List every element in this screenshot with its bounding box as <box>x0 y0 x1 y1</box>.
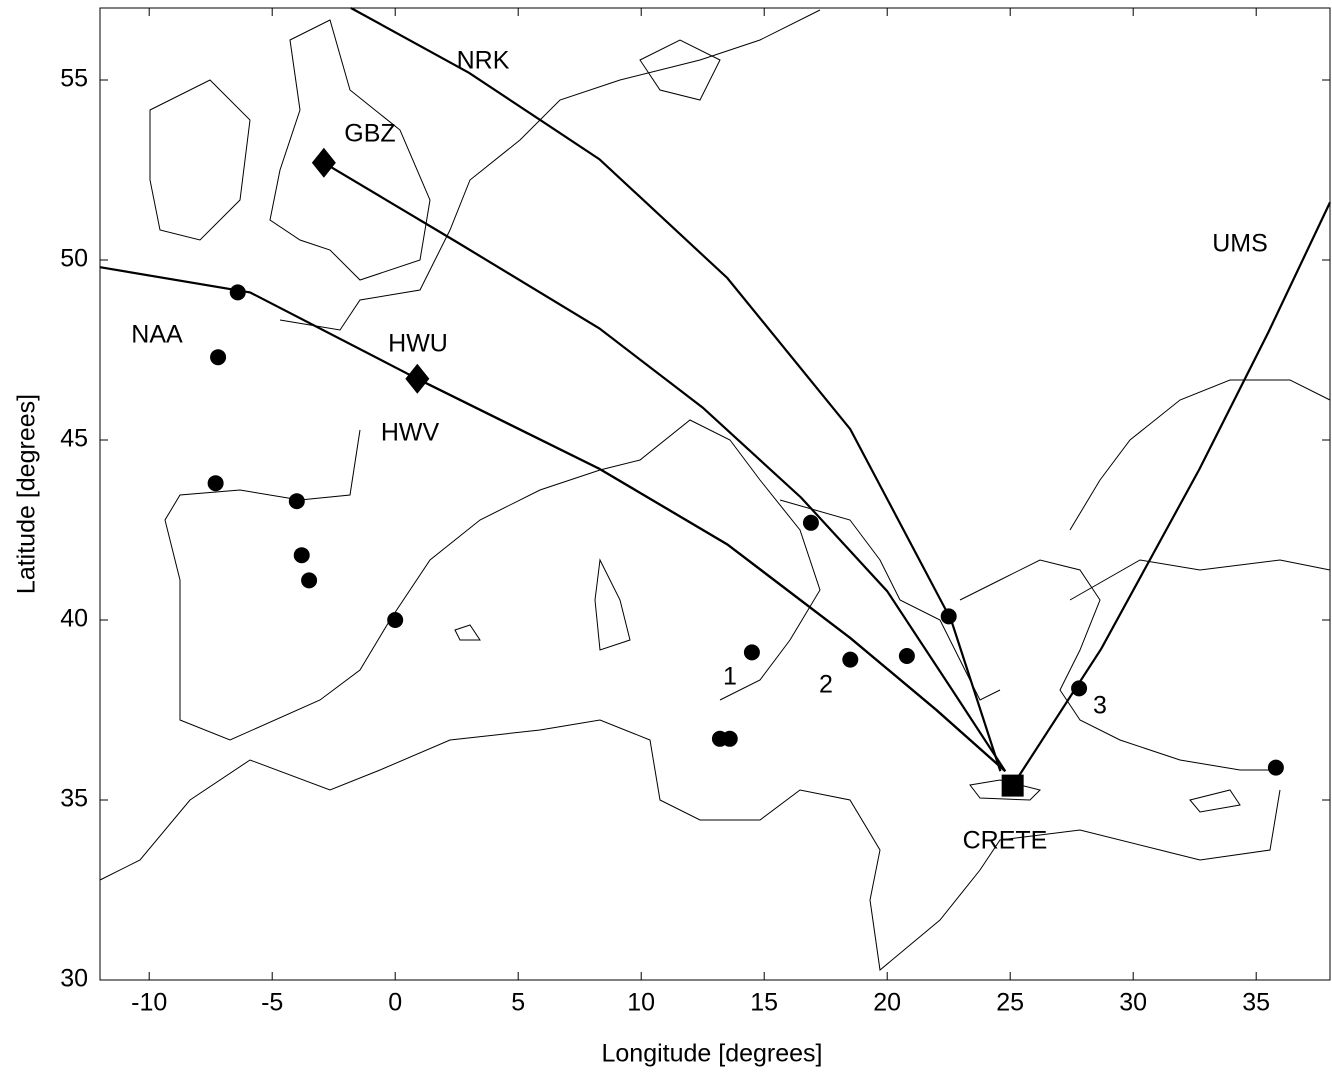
site <box>1071 680 1088 697</box>
x-tick-label: 25 <box>996 989 1024 1017</box>
site <box>802 514 819 531</box>
transmitter <box>405 363 430 394</box>
x-tick-label: -10 <box>131 989 167 1017</box>
site <box>721 730 738 747</box>
transmitter-label: HWU <box>388 330 448 358</box>
site <box>207 475 224 492</box>
x-tick-label: 0 <box>388 989 402 1017</box>
site <box>210 349 227 366</box>
y-tick-label: 35 <box>60 785 88 813</box>
annotation: 3 <box>1093 692 1107 720</box>
site <box>940 608 957 625</box>
site <box>288 493 305 510</box>
site <box>743 644 760 661</box>
site <box>1267 759 1284 776</box>
annotation: 2 <box>819 671 833 699</box>
x-tick-label: 15 <box>750 989 778 1017</box>
plot-frame <box>99 7 1331 981</box>
transmitter-label: GBZ <box>344 120 395 148</box>
y-tick-label: 50 <box>60 245 88 273</box>
y-tick-label: 55 <box>60 65 88 93</box>
x-tick-label: 30 <box>1119 989 1147 1017</box>
propagation-path <box>99 266 1007 773</box>
y-tick-label: 40 <box>60 605 88 633</box>
path-emphasis <box>416 377 1007 773</box>
propagation-path <box>1011 201 1331 787</box>
coastlines <box>99 9 1331 971</box>
x-axis-label: Longitude [degrees] <box>601 1040 822 1068</box>
x-tick-label: 20 <box>873 989 901 1017</box>
site <box>898 648 915 664</box>
propagation-path <box>323 161 1007 772</box>
path-label: UMS <box>1212 230 1268 258</box>
transmitter <box>311 147 336 178</box>
y-tick-label: 45 <box>60 425 88 453</box>
y-axis-label: Latitude [degrees] <box>13 394 41 594</box>
x-tick-label: 10 <box>627 989 655 1017</box>
x-tick-label: 35 <box>1242 989 1270 1017</box>
receiver <box>1001 774 1024 797</box>
path-label: NAA <box>131 321 183 349</box>
x-tick-label: 5 <box>511 989 525 1017</box>
site <box>301 572 318 589</box>
site <box>293 547 310 564</box>
annotation: 1 <box>723 663 737 691</box>
annotation: HWV <box>381 419 440 447</box>
site <box>387 612 404 628</box>
site <box>842 651 859 668</box>
site <box>229 284 246 301</box>
y-tick-label: 30 <box>60 965 88 993</box>
path-label: NRK <box>457 47 510 75</box>
receiver-label: CRETE <box>963 827 1048 855</box>
x-tick-label: -5 <box>261 989 283 1017</box>
